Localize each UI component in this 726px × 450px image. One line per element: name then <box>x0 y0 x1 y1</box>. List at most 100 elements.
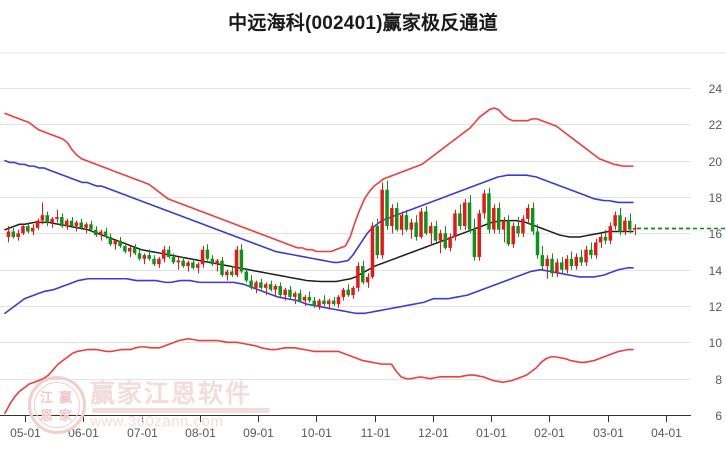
candlestick <box>521 215 525 237</box>
candlestick <box>584 246 588 267</box>
candlestick <box>60 213 64 228</box>
candlestick <box>239 244 244 274</box>
channel-bands <box>4 107 634 414</box>
candlestick <box>181 256 185 268</box>
x-axis-tick-label: 10-01 <box>301 426 332 440</box>
candlestick <box>448 233 452 252</box>
candlestick <box>603 229 608 245</box>
channel-band-line <box>4 107 634 253</box>
candlestick <box>613 211 617 230</box>
candlestick <box>394 202 399 232</box>
candlestick <box>142 253 147 265</box>
candlestick <box>166 246 171 259</box>
candlestick <box>152 255 156 267</box>
y-axis-tick-label: 12 <box>709 300 723 314</box>
candlestick <box>560 256 564 274</box>
candlestick <box>414 215 418 241</box>
candlestick <box>147 249 151 261</box>
candlestick <box>569 251 574 270</box>
x-axis-tick-label: 11-01 <box>361 426 391 440</box>
candlestick <box>225 269 229 281</box>
candlestick <box>297 289 302 303</box>
candlestick <box>593 238 598 259</box>
candlestick <box>123 242 127 254</box>
candlestick <box>433 220 438 243</box>
candlestick <box>511 222 515 248</box>
y-axis-tick-label: 6 <box>715 409 722 423</box>
candlestick <box>278 282 282 297</box>
channel-band-line <box>4 337 634 414</box>
candlestick <box>618 207 622 236</box>
candlestick <box>249 275 253 290</box>
candlestick <box>200 246 205 268</box>
y-axis-labels: 6 8 10 12 14 16 18 20 22 24 <box>709 82 723 423</box>
candlestick <box>94 226 98 237</box>
candlestick <box>356 262 360 292</box>
candlestick <box>69 216 74 228</box>
candlestick <box>268 280 273 292</box>
candlestick <box>157 256 161 268</box>
candlestick <box>608 222 613 245</box>
candlestick <box>579 249 583 267</box>
x-axis-tick-label: 09-01 <box>243 426 274 440</box>
candlestick <box>244 267 249 283</box>
candlestick <box>336 295 341 308</box>
candlestick <box>555 258 559 277</box>
candlestick <box>45 211 49 227</box>
gridlines <box>0 52 726 416</box>
candlestick <box>79 218 83 230</box>
candlestick <box>259 278 263 290</box>
candlestick <box>492 204 496 234</box>
candlestick <box>419 207 423 239</box>
candlestick <box>254 280 258 294</box>
candlestick <box>574 253 579 270</box>
candlestick <box>186 260 190 272</box>
candlestick <box>55 209 59 223</box>
candlestick <box>176 256 181 270</box>
candlestick <box>283 287 287 301</box>
candlestick <box>409 218 414 239</box>
candlestick <box>428 222 433 247</box>
candlestick <box>477 209 481 261</box>
candlestick <box>540 246 545 270</box>
candlestick <box>162 246 166 263</box>
candlestick <box>128 246 132 257</box>
x-axis-tick-label: 04-01 <box>651 426 682 440</box>
page-title: 中远海科(002401)赢家极反通道 <box>228 13 498 34</box>
candlestick <box>424 206 428 236</box>
candlestick <box>458 204 462 230</box>
candlestick <box>623 216 627 236</box>
candlestick <box>627 213 632 234</box>
candlestick <box>234 246 239 277</box>
candlestick <box>365 273 370 288</box>
candlestick <box>632 224 637 236</box>
x-axis-tick-label: 05-01 <box>10 426 41 440</box>
candlestick <box>322 295 326 306</box>
y-axis-tick-label: 14 <box>709 264 723 278</box>
candlestick <box>118 236 122 248</box>
candlestick <box>346 284 350 297</box>
y-axis-tick-label: 24 <box>709 82 723 96</box>
candlestick <box>370 222 375 279</box>
candlestick <box>50 216 54 228</box>
x-axis <box>0 414 691 422</box>
candlestick <box>302 295 307 306</box>
y-axis-tick-label: 18 <box>709 191 723 205</box>
candlestick <box>501 216 506 243</box>
candlestick <box>229 266 234 277</box>
candlestick <box>438 229 443 254</box>
candlestick <box>535 224 540 259</box>
candlestick <box>11 227 16 239</box>
candlestick <box>137 249 142 261</box>
candlestick <box>404 209 409 232</box>
y-axis-tick-label: 22 <box>709 118 723 132</box>
x-axis-tick-label: 08-01 <box>185 426 216 440</box>
candlestick <box>195 262 200 274</box>
candlestick <box>526 204 530 225</box>
candlestick <box>516 216 520 237</box>
candlestick <box>453 209 457 241</box>
candlestick <box>312 296 316 308</box>
y-axis-tick-label: 20 <box>709 155 723 169</box>
candlestick <box>361 260 365 285</box>
